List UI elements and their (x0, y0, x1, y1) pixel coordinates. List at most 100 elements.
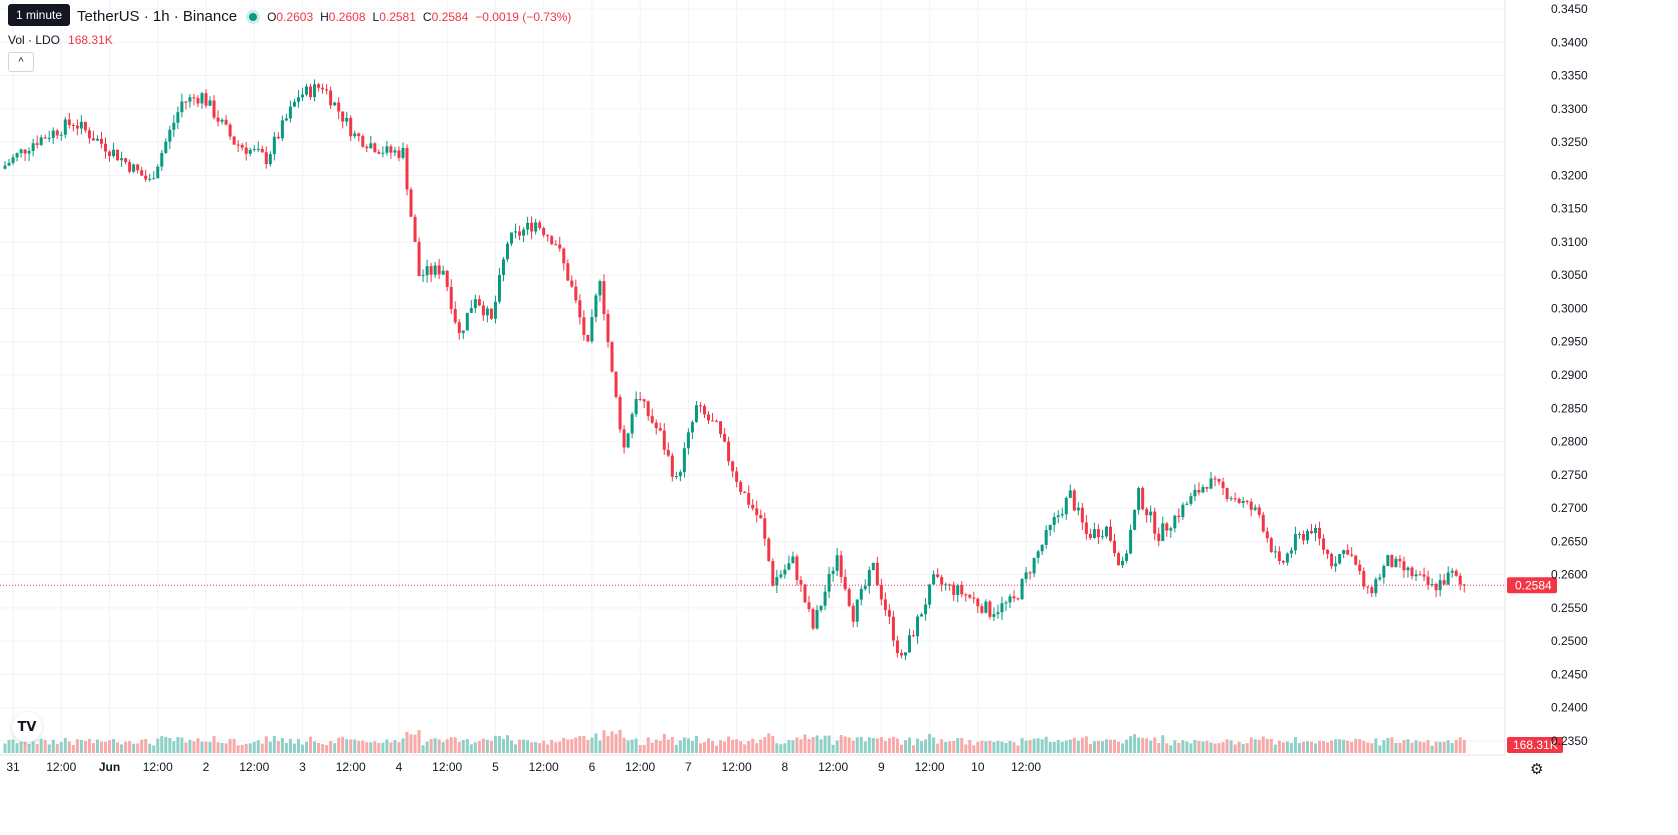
volume-bar (421, 745, 425, 753)
ohlc-close: C0.2584 (422, 9, 469, 24)
volume-bar (345, 739, 349, 753)
volume-bar (309, 736, 313, 753)
candle-body (1092, 529, 1096, 538)
volume-bar (1245, 743, 1249, 753)
candle-body (992, 614, 996, 617)
symbol-legend[interactable]: TetherUS · 1h · Binance O0.2603 H0.2608 … (77, 8, 578, 25)
time-tick-label: 6 (589, 760, 596, 774)
candle-body (220, 119, 224, 122)
volume-bar (775, 743, 779, 753)
candle-body (787, 563, 791, 570)
candle-body (694, 405, 698, 422)
candle-body (634, 398, 638, 415)
volume-bar (1289, 742, 1293, 753)
candle-body (365, 146, 369, 149)
candle-body (506, 243, 509, 260)
candle-body (67, 119, 71, 126)
time-tick-label: 12:00 (529, 760, 559, 774)
time-tick-label: 12:00 (239, 760, 269, 774)
candle-body (550, 236, 554, 245)
candle-body (859, 588, 863, 600)
candle-body (903, 652, 907, 656)
volume-bar (920, 741, 924, 753)
candle-body (1245, 500, 1249, 502)
candle-body (899, 653, 903, 656)
candle-body (510, 232, 514, 244)
symbol-title[interactable]: TetherUS · 1h · Binance (77, 8, 238, 25)
candle-body (618, 396, 622, 430)
candle-body (268, 154, 272, 165)
volume-bar (546, 744, 550, 753)
volume-bar (493, 735, 497, 753)
candle-body (815, 610, 819, 629)
candle-body (570, 280, 574, 287)
candle-body (839, 555, 843, 577)
volume-bar (27, 744, 31, 753)
candle-body (715, 420, 719, 422)
volume-bar (803, 734, 807, 753)
candle-body (1012, 596, 1016, 599)
volume-bar (839, 735, 843, 753)
volume-bar (542, 740, 546, 753)
candle-body (1354, 555, 1358, 565)
volume-bar (690, 740, 694, 753)
volume-bar (1052, 741, 1056, 753)
candle-body (168, 129, 172, 142)
collapse-legend-button[interactable]: ^ (8, 52, 34, 72)
volume-bar (811, 737, 815, 753)
volume-bar (562, 737, 566, 753)
candle-body (1434, 583, 1438, 591)
candle-body (148, 178, 152, 180)
candle-body (602, 281, 606, 315)
volume-bar (1253, 739, 1257, 753)
volume-bar (928, 733, 932, 753)
candle-body (224, 119, 228, 125)
tradingview-logo-icon[interactable]: TV (12, 712, 42, 742)
candle-body (421, 275, 425, 277)
candle-body (461, 330, 465, 334)
volume-legend[interactable]: Vol · LDO 168.31K (8, 33, 113, 47)
candle-body (120, 158, 124, 161)
candle-body (1450, 570, 1454, 573)
volume-bar (1281, 742, 1285, 753)
volume-bar (501, 738, 505, 753)
candle-body (465, 312, 469, 331)
candle-body (357, 133, 361, 137)
volume-bar (91, 743, 95, 753)
candle-body (35, 143, 39, 145)
candle-body (1153, 511, 1157, 534)
candle-body (674, 476, 678, 478)
candle-body (112, 149, 116, 157)
candle-body (1249, 501, 1253, 510)
settings-icon[interactable]: ⚙ (1530, 761, 1544, 778)
candle-body (212, 100, 216, 118)
volume-bar (678, 740, 682, 753)
candle-body (441, 270, 445, 275)
volume-bar (1326, 742, 1330, 753)
candle-body (1193, 489, 1197, 497)
volume-bar (1076, 740, 1080, 753)
volume-bar (441, 742, 445, 753)
volume-bar (711, 740, 715, 753)
candle-body (775, 577, 779, 586)
candle-body (1008, 596, 1012, 603)
candle-body (767, 538, 771, 562)
price-tick-label: 0.3450 (1551, 2, 1588, 16)
candle-body (799, 579, 803, 585)
candle-body (128, 162, 132, 172)
volume-bar (1004, 742, 1008, 753)
volume-bar (843, 736, 847, 753)
price-tick-label: 0.2750 (1551, 468, 1588, 482)
volume-bar (1193, 739, 1197, 753)
candle-body (232, 136, 236, 145)
candle-body (1241, 500, 1245, 503)
candle-body (996, 612, 1000, 615)
candle-body (1016, 598, 1020, 600)
volume-bar (980, 740, 984, 753)
volume-bar (385, 739, 389, 753)
candle-body (172, 122, 176, 130)
volume-bar (1153, 737, 1157, 753)
candle-body (248, 149, 252, 154)
volume-bar (184, 742, 188, 753)
